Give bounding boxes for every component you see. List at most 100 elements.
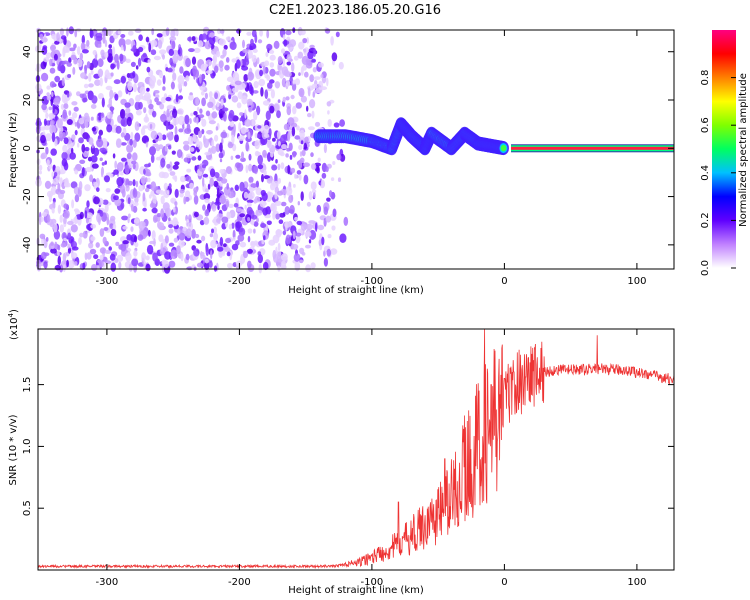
noise-speck [115,138,122,149]
noise-speck [260,87,264,97]
noise-speck [41,212,48,217]
noise-speck [231,222,235,229]
noise-speck [177,75,185,85]
noise-speck [304,71,309,78]
noise-speck [177,82,183,90]
noise-speck [150,190,155,197]
noise-speck [132,163,136,170]
noise-speck [176,228,181,236]
noise-speck [162,86,166,91]
noise-speck [133,83,137,93]
noise-speck [206,130,213,135]
noise-speck [86,252,92,260]
noise-speck [167,67,173,73]
noise-speck [300,191,304,202]
noise-speck [124,102,131,108]
noise-speck [150,154,155,163]
colorbar-ticks: 0.0 0.2 0.4 0.6 0.8 [700,70,736,276]
noise-speck [204,151,212,156]
noise-speck [147,59,151,64]
noise-speck [74,169,79,175]
noise-speck [299,129,305,140]
noise-speck [325,166,329,173]
x-tick-label: 0 [501,577,507,588]
noise-speck [281,48,286,54]
noise-speck [67,232,72,240]
noise-speck [204,198,210,204]
noise-speck [151,230,156,238]
noise-speck [125,252,132,262]
noise-speck [134,101,141,111]
noise-speck [104,69,110,79]
noise-speck [132,45,137,53]
noise-speck [220,131,228,139]
noise-speck [86,61,91,69]
noise-speck [40,154,45,160]
noise-speck [99,228,105,237]
noise-speck [204,258,209,264]
noise-speck [307,112,312,118]
noise-speck [254,69,261,77]
noise-speck [109,106,115,112]
noise-speck [242,48,249,54]
noise-speck [53,230,61,240]
noise-speck [105,188,111,193]
noise-speck [123,43,126,52]
noise-speck [109,35,115,44]
noise-speck [237,91,243,100]
noise-speck [234,80,242,86]
noise-speck [231,243,239,251]
noise-speck [261,239,265,245]
noise-speck [110,228,117,237]
noise-speck [108,44,112,49]
noise-speck [223,112,227,122]
noise-speck [74,122,78,127]
noise-speck [63,203,69,209]
noise-speck [296,220,303,226]
noise-speck [145,187,150,193]
noise-speck [330,248,338,255]
noise-speck [294,135,301,140]
noise-speck [142,192,146,202]
noise-speck [263,235,266,241]
noise-speck [223,98,227,103]
noise-speck [114,198,122,207]
noise-speck [149,202,156,208]
spectrogram-frame [37,29,675,270]
noise-speck [278,212,286,218]
noise-speck [274,81,281,89]
noise-speck [121,157,127,162]
noise-speck [285,96,290,101]
noise-speck [223,243,227,248]
noise-speck [115,125,122,134]
noise-speck [78,181,83,191]
noise-speck [84,146,90,152]
noise-speck [298,174,302,181]
noise-speck [161,134,167,141]
noise-speck [292,79,296,85]
noise-speck [293,55,299,61]
noise-speck [53,97,60,106]
noise-speck [213,226,218,235]
noise-speck [300,223,307,231]
noise-speck [286,106,292,116]
noise-speck [66,92,70,98]
noise-speck [174,134,179,143]
noise-speck [51,171,54,178]
noise-speck [73,43,77,49]
noise-speck [150,39,158,47]
noise-speck [93,254,99,260]
noise-speck [290,167,296,174]
noise-speck [149,75,157,85]
noise-speck [329,190,333,198]
noise-speck [54,241,58,250]
noise-speck [160,242,164,252]
noise-speck [219,169,225,174]
noise-speck [175,93,179,103]
noise-speck [274,200,282,206]
noise-speck [47,166,51,172]
snr-y-label: SNR (10 * v/v) [8,414,19,485]
noise-speck [165,96,172,102]
noise-speck [132,139,137,148]
